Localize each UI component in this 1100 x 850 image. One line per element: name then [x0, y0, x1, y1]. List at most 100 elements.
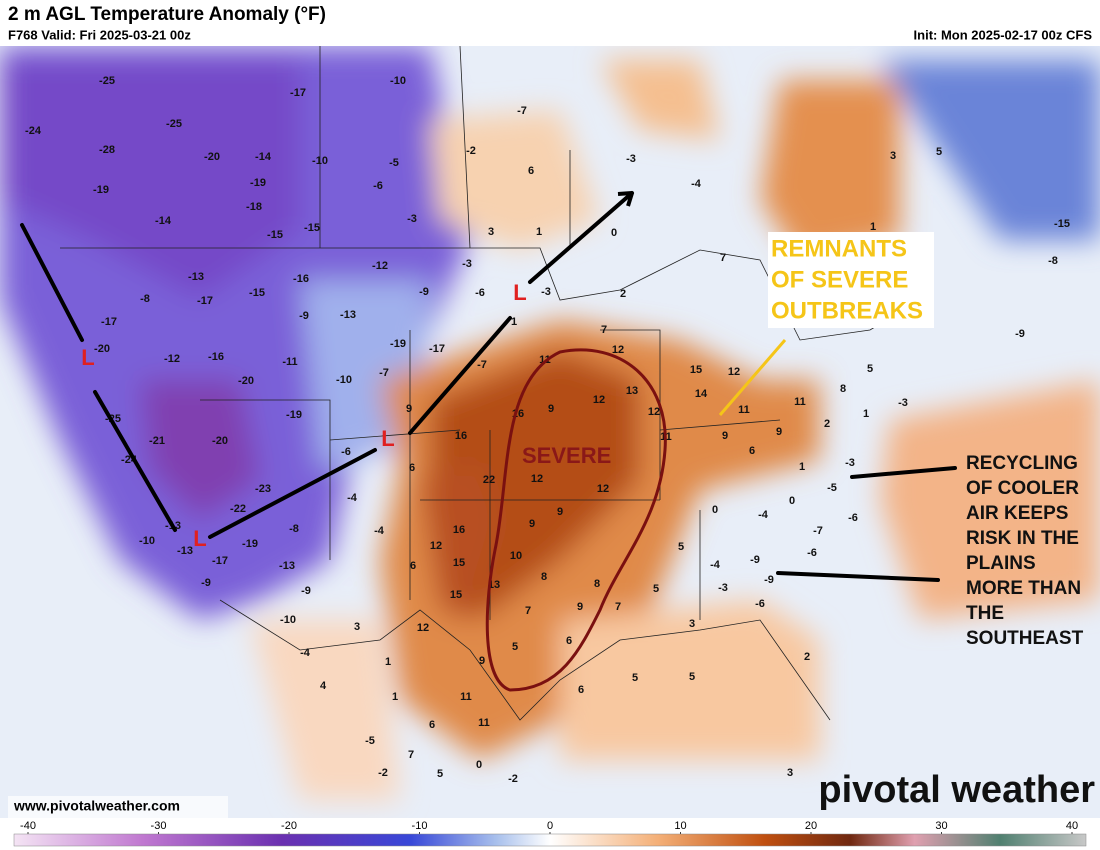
anomaly-value: 1: [536, 226, 542, 238]
anomaly-value: 3: [787, 767, 793, 779]
colorbar-label: 20: [805, 820, 817, 832]
recycling-line: AIR KEEPS: [966, 503, 1068, 524]
anomaly-value: 9: [529, 518, 535, 530]
recycling-line: THE: [966, 603, 1004, 624]
severe-label: SEVERE: [522, 443, 611, 468]
anomaly-value: 6: [429, 719, 435, 731]
anomaly-value: -2: [508, 773, 518, 785]
anomaly-value: -10: [390, 75, 406, 87]
anomaly-value: -3: [462, 258, 472, 270]
anomaly-value: 15: [690, 364, 702, 376]
anomaly-value: -9: [301, 585, 311, 597]
remnants-line: REMNANTS: [771, 235, 907, 262]
anomaly-value: 15: [453, 557, 465, 569]
anomaly-value: 6: [528, 165, 534, 177]
anomaly-value: 1: [799, 461, 805, 473]
recycling-line: MORE THAN: [966, 578, 1081, 599]
anomaly-value: 5: [689, 671, 695, 683]
recycling-note: RECYCLING OF COOLER AIR KEEPS RISK IN THE PL…: [966, 453, 1084, 649]
anomaly-value: -12: [372, 260, 388, 272]
anomaly-value: -4: [758, 509, 769, 521]
arrow-head: [617, 191, 634, 207]
anomaly-value: 12: [597, 483, 609, 495]
anomaly-value: 9: [548, 403, 554, 415]
anomaly-value: -17: [212, 555, 228, 567]
anomaly-value: -10: [139, 535, 155, 547]
anomaly-value: 12: [417, 622, 429, 634]
anomaly-value: 15: [450, 589, 462, 601]
anomaly-value: 5: [678, 541, 684, 553]
anomaly-value: 0: [611, 227, 617, 239]
colorbar-label: 30: [935, 820, 947, 832]
colorbar-label: 40: [1066, 820, 1078, 832]
anomaly-value: 9: [406, 403, 412, 415]
anomaly-value: 5: [512, 641, 518, 653]
anomaly-value: 2: [824, 418, 830, 430]
anomaly-value: -20: [238, 375, 254, 387]
anomaly-value: -5: [365, 735, 375, 747]
colorbar: [13, 833, 1087, 847]
anomaly-value: -23: [255, 483, 271, 495]
anomaly-value: 3: [689, 618, 695, 630]
website: www.pivotalweather.com: [13, 798, 180, 814]
low-marker: L: [193, 526, 206, 551]
anomaly-value: 16: [453, 524, 465, 536]
anomaly-value: -10: [336, 374, 352, 386]
anomaly-value: 1: [870, 221, 876, 233]
anomaly-value: -9: [750, 554, 760, 566]
anomaly-value: 12: [612, 344, 624, 356]
anomaly-value: 0: [476, 759, 482, 771]
anomaly-value: -17: [429, 343, 445, 355]
anomaly-value: 6: [749, 445, 755, 457]
anomaly-value: -17: [197, 295, 213, 307]
anomaly-value: -20: [204, 151, 220, 163]
anomaly-value: 9: [557, 506, 563, 518]
anomaly-value: 11: [794, 396, 806, 408]
anomaly-value: 12: [728, 366, 740, 378]
anomaly-value: -7: [477, 359, 487, 371]
anomaly-value: 2: [804, 651, 810, 663]
anomaly-value: 5: [632, 672, 638, 684]
anomaly-value: -2: [466, 145, 476, 157]
anomaly-value: 0: [712, 504, 718, 516]
anomaly-value: 6: [578, 684, 584, 696]
anomaly-value: -14: [255, 151, 272, 163]
anomaly-value: 22: [483, 474, 495, 486]
anomaly-value: 9: [577, 601, 583, 613]
anomaly-value: 7: [615, 601, 621, 613]
anomaly-value: -17: [290, 87, 306, 99]
anomaly-value: -20: [212, 435, 228, 447]
colorbar-label: -20: [281, 820, 297, 832]
anomaly-value: -19: [286, 409, 302, 421]
remnants-pointer: [718, 339, 787, 416]
colorbar-label: -10: [412, 820, 428, 832]
anomaly-value: -8: [1048, 255, 1058, 267]
anomaly-value: -3: [718, 582, 728, 594]
anomaly-value: 12: [430, 540, 442, 552]
anomaly-value: -19: [242, 538, 258, 550]
anomaly-value: 6: [409, 462, 415, 474]
anomaly-value: 16: [455, 430, 467, 442]
anomaly-value: -3: [898, 397, 908, 409]
remnants-note: REMNANTS OF SEVERE OUTBREAKS: [768, 232, 934, 328]
anomaly-value: -6: [848, 512, 858, 524]
anomaly-value: 14: [695, 388, 708, 400]
anomaly-value: -6: [807, 547, 817, 559]
colorbar-label: -30: [151, 820, 167, 832]
anomaly-value: -7: [813, 525, 823, 537]
anomaly-value: 8: [541, 571, 547, 583]
anomaly-value: 3: [488, 226, 494, 238]
anomaly-value: -7: [379, 367, 389, 379]
anomaly-value: -10: [312, 155, 328, 167]
anomaly-value: -13: [340, 309, 356, 321]
anomaly-value: 5: [867, 363, 873, 375]
anomaly-value: -13: [177, 545, 193, 557]
remnants-line: OUTBREAKS: [771, 297, 923, 324]
anomaly-value: -6: [755, 598, 765, 610]
colorbar-ticks: -40 -30 -20 -10 0 10 20 30 40: [20, 820, 1078, 834]
anomaly-value: -21: [149, 435, 165, 447]
anomaly-value: -20: [94, 343, 110, 355]
colorbar-label: 10: [674, 820, 686, 832]
anomaly-value: -15: [304, 222, 320, 234]
